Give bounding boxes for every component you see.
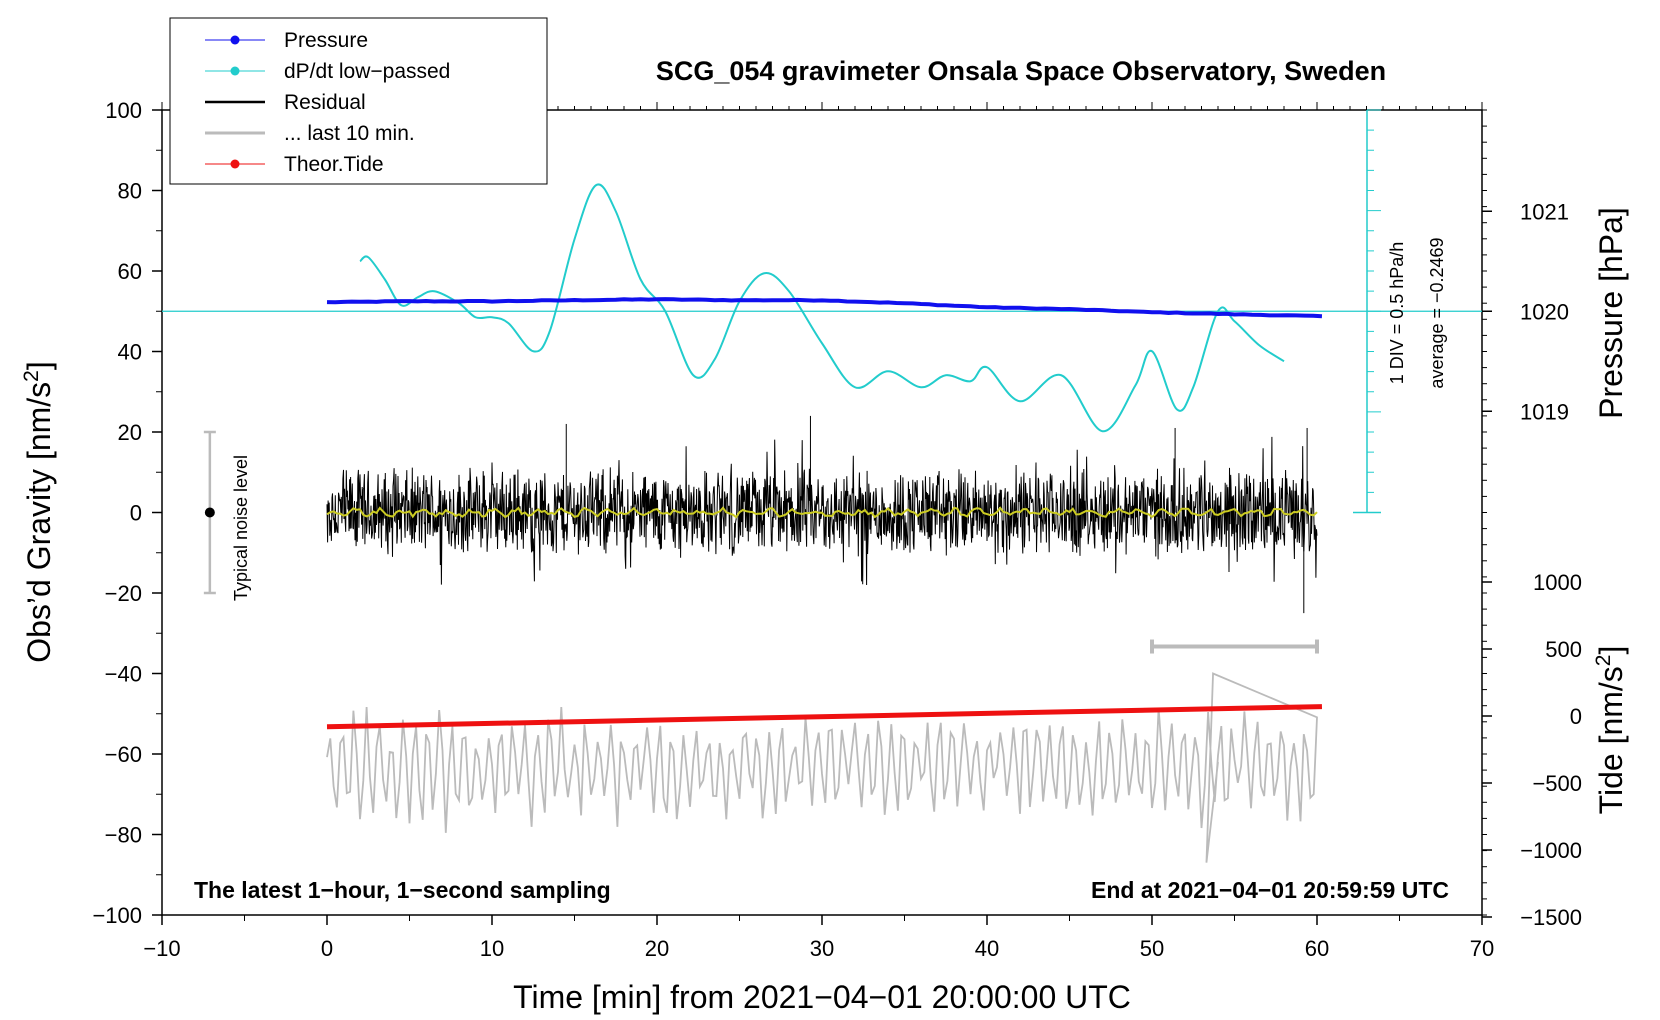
x-axis-label: Time [min] from 2021−04−01 20:00:00 UTC bbox=[513, 979, 1131, 1015]
legend-entries: Pressure dP/dt low−passed Residual ... last… bbox=[205, 29, 450, 176]
left-note: The latest 1−hour, 1−second sampling bbox=[194, 877, 611, 903]
legend-label: Theor.Tide bbox=[284, 153, 384, 176]
y-tick-label: −80 bbox=[105, 823, 142, 848]
y-tick-label: 40 bbox=[118, 340, 142, 365]
pressure-line bbox=[326, 297, 1323, 319]
tide-tick-label: 0 bbox=[1570, 704, 1582, 729]
tide-tick-label: −1500 bbox=[1520, 905, 1582, 930]
x-tick-label: 10 bbox=[480, 936, 504, 961]
last10-line bbox=[326, 672, 1318, 863]
tide-tick-label: 1000 bbox=[1533, 570, 1582, 595]
legend-swatch-marker bbox=[230, 159, 240, 169]
tide-line bbox=[326, 704, 1323, 730]
average-label: average = −0.2469 bbox=[1427, 237, 1447, 388]
axis-ticks: −10 0 10 20 30 40 50 60 70100806040200−20−40−60−… bbox=[92, 98, 1582, 961]
y-tick-label: 20 bbox=[118, 420, 142, 445]
tide-tick-label: −500 bbox=[1532, 771, 1582, 796]
tide-tick-label: −1000 bbox=[1520, 838, 1582, 863]
data-series bbox=[162, 109, 1482, 863]
noise-label: Typical noise level bbox=[231, 455, 251, 601]
y-tick-label: −100 bbox=[92, 903, 142, 928]
x-tick-label: 70 bbox=[1470, 936, 1494, 961]
pressure-tick-label: 1021 bbox=[1520, 199, 1569, 224]
y-tick-label: −60 bbox=[105, 742, 142, 767]
y-axis-label-pressure: Pressure [hPa] bbox=[1593, 207, 1629, 419]
residual-line bbox=[326, 436, 1318, 586]
chart-title: SCG_054 gravimeter Onsala Space Observat… bbox=[656, 56, 1386, 86]
smoothed-residual-line bbox=[326, 506, 1318, 519]
noise-center-dot bbox=[204, 507, 215, 518]
pressure-tick-label: 1019 bbox=[1520, 399, 1569, 424]
x-tick-label: 60 bbox=[1305, 936, 1329, 961]
legend-label: dP/dt low−passed bbox=[284, 60, 450, 83]
legend-swatch-marker bbox=[230, 66, 240, 76]
x-tick-label: 30 bbox=[810, 936, 834, 961]
right-note: End at 2021−04−01 20:59:59 UTC bbox=[1091, 877, 1449, 903]
legend: Pressure dP/dt low−passed Residual ... last… bbox=[169, 17, 548, 185]
x-tick-label: 20 bbox=[645, 936, 669, 961]
x-tick-label: 50 bbox=[1140, 936, 1164, 961]
x-tick-label: 40 bbox=[975, 936, 999, 961]
y-tick-label: 60 bbox=[118, 259, 142, 284]
y-tick-label: 0 bbox=[130, 501, 142, 526]
dpdt-curve bbox=[359, 183, 1285, 433]
div-label: 1 DIV = 0.5 hPa/h bbox=[1387, 242, 1407, 385]
y-tick-label: 100 bbox=[105, 98, 142, 123]
pressure-tick-label: 1020 bbox=[1520, 299, 1569, 324]
legend-label: ... last 10 min. bbox=[284, 122, 415, 145]
legend-label: Residual bbox=[284, 91, 366, 114]
legend-swatch-marker bbox=[230, 35, 240, 45]
y-tick-label: 80 bbox=[118, 179, 142, 204]
legend-label: Pressure bbox=[284, 29, 368, 52]
tide-tick-label: 500 bbox=[1545, 637, 1582, 662]
y-tick-label: −40 bbox=[105, 662, 142, 687]
y-axis-label-tide: Tide [nm/s2] bbox=[1592, 646, 1629, 815]
y-tick-label: −20 bbox=[105, 581, 142, 606]
x-tick-label: −10 bbox=[143, 936, 180, 961]
x-tick-label: 0 bbox=[321, 936, 333, 961]
y-axis-label-gravity: Obs’d Gravity [nm/s2] bbox=[20, 361, 57, 663]
